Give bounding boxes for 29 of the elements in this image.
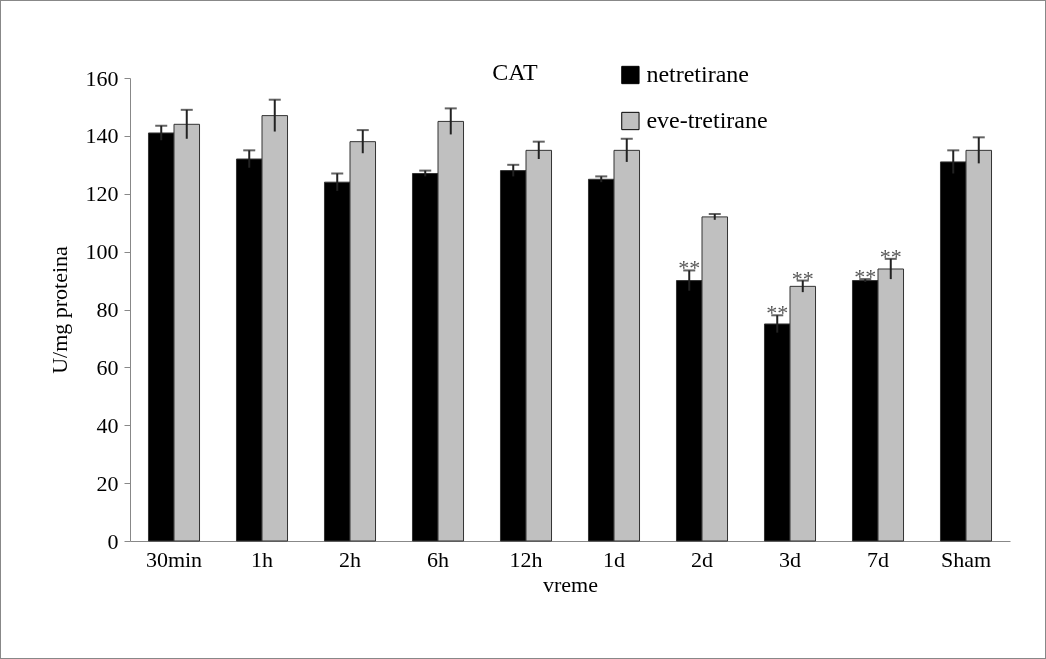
- legend-label: eve-tretirane: [646, 107, 768, 133]
- y-tick-label: 60: [96, 354, 119, 380]
- annotation: **: [766, 300, 789, 326]
- annotation: **: [791, 265, 814, 291]
- annotation: **: [879, 243, 902, 269]
- annotation: **: [854, 264, 877, 290]
- x-tick-label: Sham: [940, 546, 992, 572]
- annotation: **: [678, 255, 701, 281]
- chart-title: CAT: [492, 59, 539, 85]
- y-tick-label: 120: [85, 181, 119, 207]
- x-axis-title: vreme: [543, 571, 598, 597]
- x-tick-label: 6h: [427, 546, 449, 572]
- x-tick-label: 2d: [691, 546, 713, 572]
- y-tick-label: 160: [85, 65, 119, 91]
- x-tick-label: 1d: [603, 546, 625, 572]
- y-tick-label: 140: [85, 123, 119, 149]
- x-tick-label: 7d: [867, 546, 889, 572]
- y-tick-label: 100: [85, 239, 119, 265]
- x-tick-label: 12h: [509, 546, 543, 572]
- x-tick-label: 1h: [251, 546, 273, 572]
- x-tick-label: 30min: [145, 546, 203, 572]
- x-tick-label: 3d: [779, 546, 801, 572]
- x-tick-label: 2h: [339, 546, 361, 572]
- y-tick-label: 80: [96, 297, 119, 322]
- y-axis-title: U/mg proteina: [46, 245, 72, 374]
- y-tick-label: 0: [107, 528, 119, 554]
- legend-label: netretirane: [646, 61, 750, 87]
- y-tick-label: 40: [96, 412, 119, 438]
- y-tick-label: 20: [96, 470, 119, 496]
